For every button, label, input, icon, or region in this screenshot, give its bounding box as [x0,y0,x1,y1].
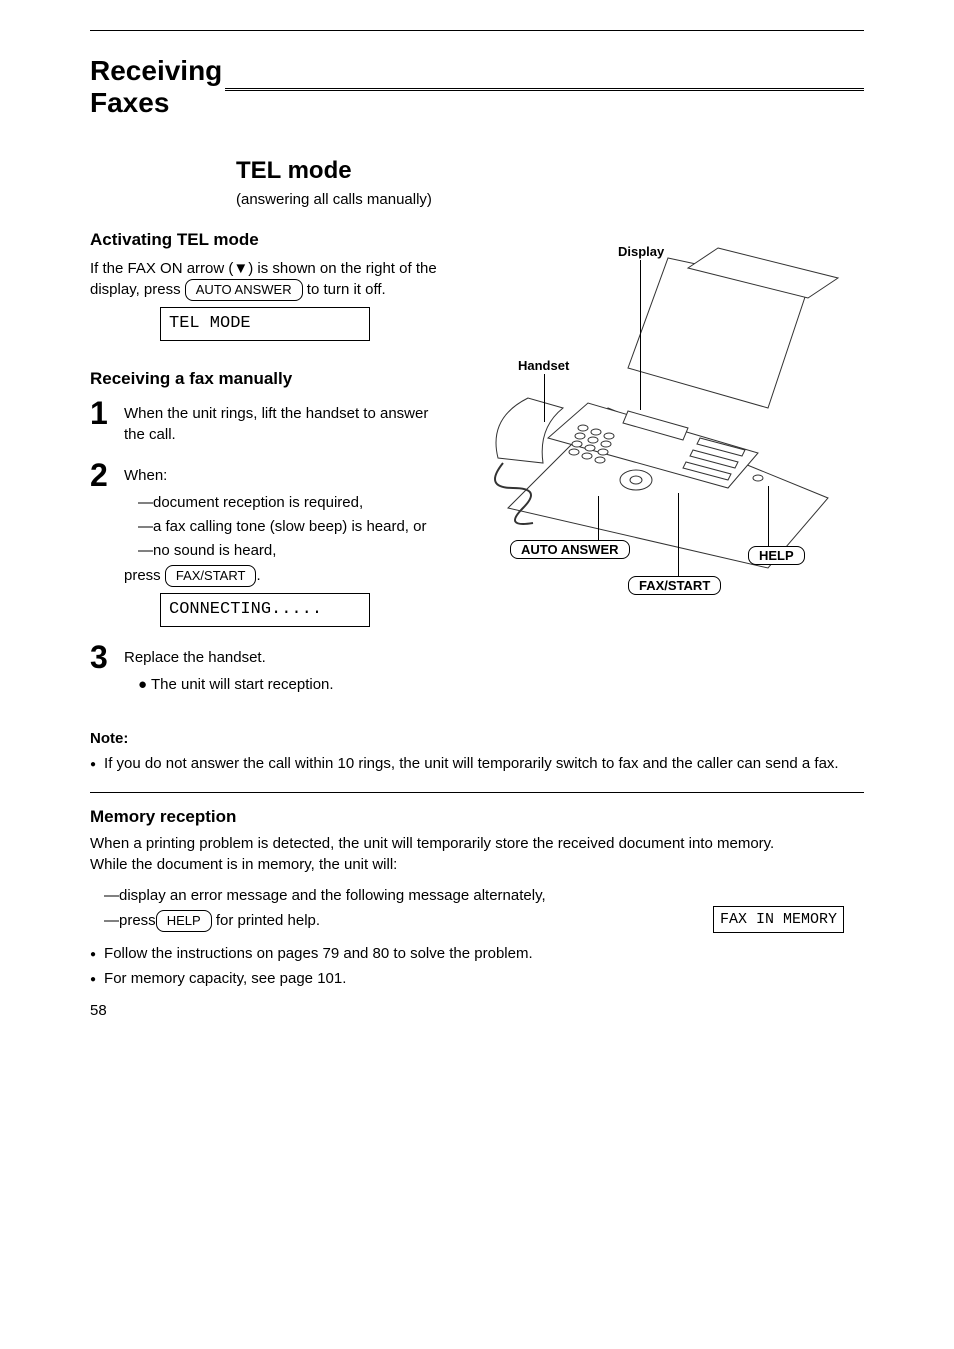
fax-start-callout-button: FAX/START [628,576,721,595]
step-text: When: [124,467,167,484]
leader-line [678,493,679,576]
memory-reception-heading: Memory reception [90,807,864,827]
step-number: 3 [90,641,114,698]
bullet: —no sound is heard, [138,540,450,561]
txt: document reception is required, [153,494,363,511]
txt: The unit will start reception. [151,676,334,693]
step-2: 2 When: —document reception is required,… [90,459,450,627]
txt: a fax calling tone (slow beep) is heard,… [153,518,426,535]
page-number: 58 [90,1002,107,1019]
step-text: Replace the handset. [124,647,450,668]
receive-heading: Receiving a fax manually [90,367,450,391]
auto-answer-callout-button: AUTO ANSWER [510,540,630,559]
display-callout: Display [618,244,664,259]
leader-line [640,260,641,410]
auto-answer-button-label: AUTO ANSWER [185,279,303,301]
subsection-subtitle: (answering all calls manually) [236,191,864,208]
memory-note: For memory capacity, see page 101. [90,968,864,989]
txt: If you do not answer the call within 10 … [104,753,839,774]
bullet: ● The unit will start reception. [138,674,450,695]
note-item: If you do not answer the call within 10 … [90,753,864,774]
step-1: 1 When the unit rings, lift the handset … [90,397,450,445]
txt: press [124,567,165,584]
lcd-tel-mode: TEL MODE [160,307,370,341]
txt: For memory capacity, see page 101. [104,968,346,989]
activate-heading: Activating TEL mode [90,228,450,252]
txt: . [256,567,260,584]
help-button-label: HELP [156,910,212,932]
txt: If the FAX ON arrow ( [90,260,233,277]
top-rule [90,30,864,31]
txt: no sound is heard, [153,542,276,559]
lcd-connecting: CONNECTING..... [160,593,370,627]
section-title: Receiving Faxes [90,55,246,119]
txt: Follow the instructions on pages 79 and … [104,943,533,964]
memory-bullets: —display an error message and the follow… [90,885,864,933]
fax-start-button-label: FAX/START [165,565,257,587]
help-callout-button: HELP [748,546,805,565]
section-divider [90,792,864,793]
leader-line [598,496,599,540]
double-rule [225,88,864,92]
notes-heading: Note: [90,728,864,749]
step-number: 2 [90,459,114,627]
bullet: —document reception is required, [138,492,450,513]
fax-machine-illustration: Display Handset AUTO ANSWER FAX/START HE… [468,228,864,598]
lcd-fax-in-memory: FAX IN MEMORY [713,906,844,933]
memory-para: When a printing problem is detected, the… [90,833,864,875]
step-3: 3 Replace the handset. ● The unit will s… [90,641,450,698]
subsection-title: TEL mode [236,157,864,185]
handset-callout: Handset [518,358,569,373]
txt: to turn it off. [303,281,386,298]
step-body: When the unit rings, lift the handset to… [124,397,450,445]
txt: When a printing problem is detected, the… [90,835,774,873]
memory-note: Follow the instructions on pages 79 and … [90,943,864,964]
leader-line [768,486,769,546]
leader-line [544,374,545,422]
activate-text: If the FAX ON arrow (▼) is shown on the … [90,258,450,301]
bullet: —a fax calling tone (slow beep) is heard… [138,516,450,537]
down-arrow-icon: ▼ [233,260,248,277]
step-number: 1 [90,397,114,445]
